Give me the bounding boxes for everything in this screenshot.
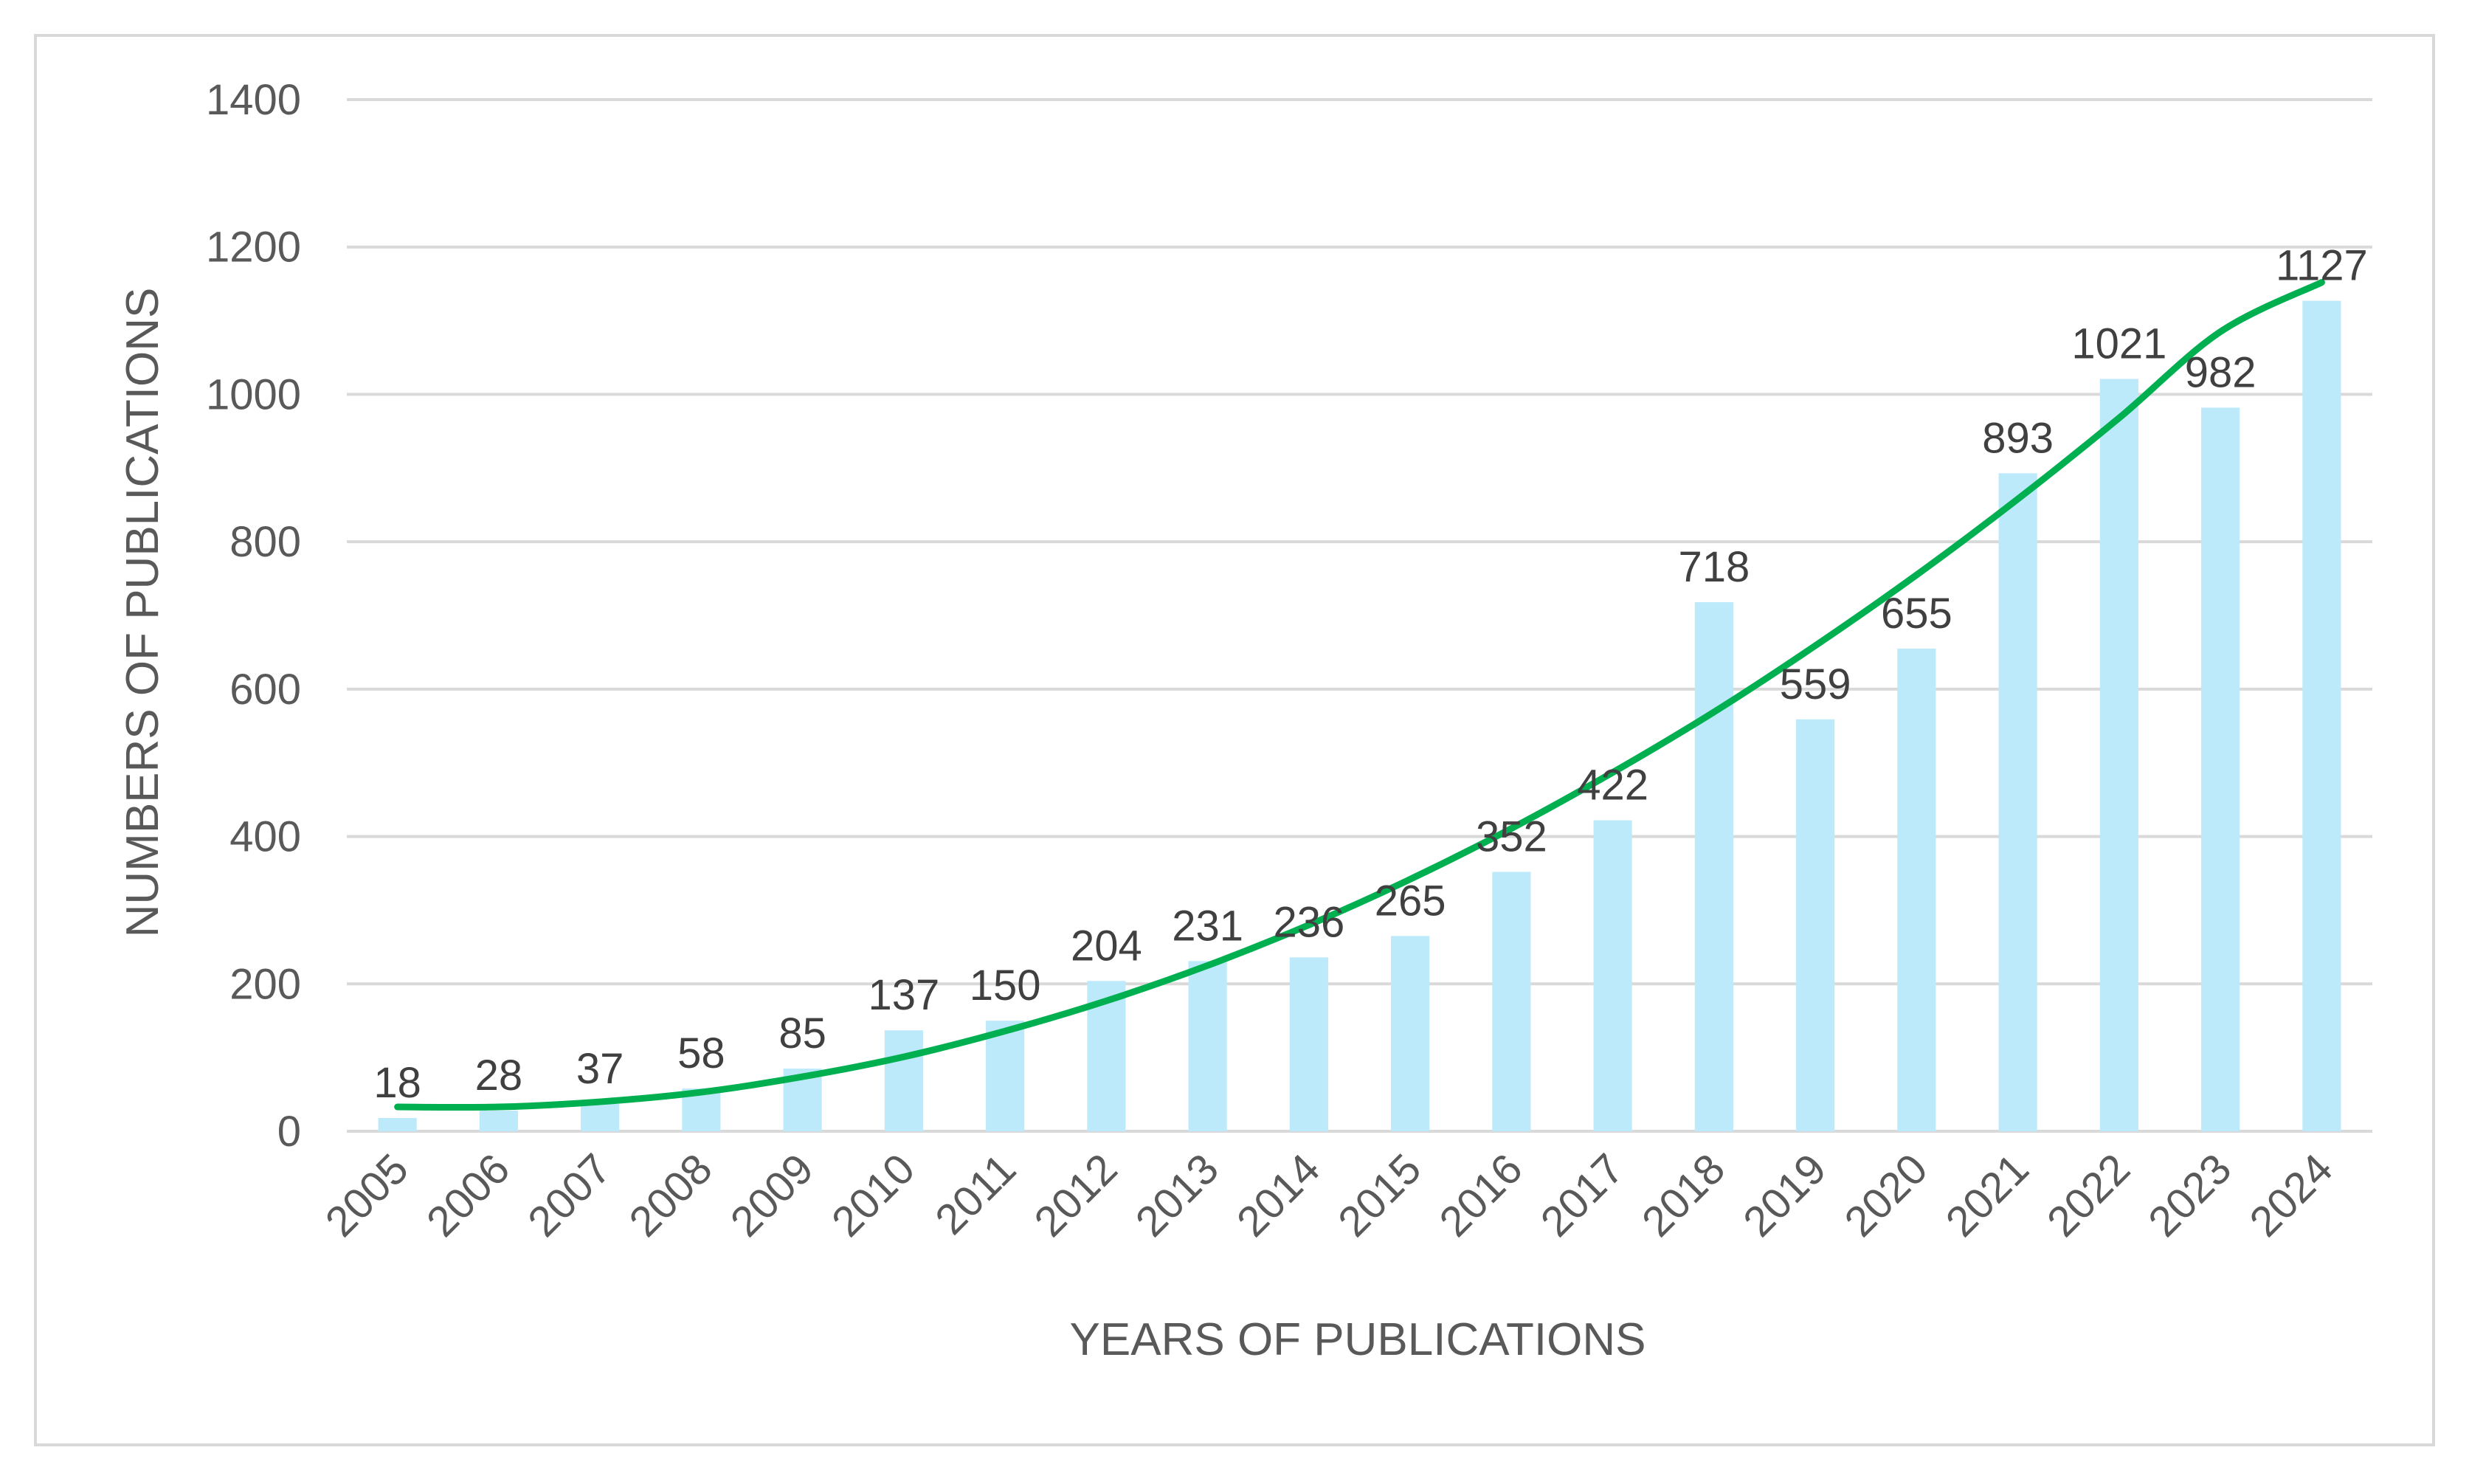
x-tick-label: 2016 [1430, 1145, 1531, 1246]
data-label-2005: 18 [373, 1059, 421, 1107]
x-axis-ticks: 2005 2006 2007 2008 2009 2010 2011 2012 2013 2014… [317, 1145, 2342, 1246]
data-label-2018: 718 [1678, 543, 1750, 591]
data-label-2016: 352 [1476, 813, 1547, 861]
x-tick-label: 2007 [519, 1145, 620, 1246]
x-tick-label: 2013 [1127, 1145, 1228, 1246]
data-label-2017: 422 [1577, 762, 1648, 810]
data-label-2014: 236 [1273, 898, 1344, 946]
x-tick-label: 2023 [2139, 1145, 2240, 1246]
bar-2007 [581, 1104, 620, 1131]
bar-2014 [1289, 957, 1328, 1131]
data-label-2021: 893 [1982, 414, 2054, 462]
data-label-2011: 150 [970, 962, 1041, 1010]
bar-2017 [1593, 820, 1632, 1131]
bar-2005 [378, 1118, 417, 1131]
x-tick-label: 2017 [1532, 1145, 1633, 1246]
x-tick-label: 2024 [2240, 1145, 2341, 1246]
data-label-2008: 58 [677, 1029, 725, 1077]
x-tick-label: 2006 [418, 1145, 519, 1246]
bar-2019 [1796, 719, 1835, 1131]
bar-2022 [2099, 379, 2138, 1131]
y-tick-label: 600 [229, 666, 301, 714]
bar-2020 [1897, 648, 1936, 1131]
data-label-2010: 137 [868, 971, 939, 1019]
y-axis-ticks: 0 200 400 600 800 1000 1200 1400 [206, 76, 301, 1156]
data-label-2024: 1127 [2276, 242, 2368, 290]
x-tick-label: 2009 [722, 1145, 823, 1246]
bar-2010 [884, 1030, 923, 1131]
data-label-2020: 655 [1881, 590, 1952, 638]
y-tick-label: 0 [277, 1108, 301, 1156]
data-label-2015: 265 [1375, 877, 1446, 925]
x-tick-label: 2018 [1633, 1145, 1734, 1246]
bar-2023 [2201, 407, 2240, 1131]
y-tick-label: 1200 [206, 224, 301, 272]
data-label-2013: 231 [1172, 902, 1243, 950]
y-tick-label: 400 [229, 813, 301, 861]
y-tick-label: 200 [229, 960, 301, 1008]
data-label-2006: 28 [475, 1052, 523, 1100]
x-tick-label: 2012 [1025, 1145, 1126, 1246]
x-tick-label: 2019 [1734, 1145, 1835, 1246]
data-label-2019: 559 [1780, 660, 1851, 708]
bar-2021 [1998, 473, 2037, 1131]
x-tick-label: 2008 [620, 1145, 721, 1246]
data-label-2023: 982 [2185, 348, 2256, 396]
x-tick-label: 2010 [823, 1145, 924, 1246]
x-axis-title: YEARS OF PUBLICATIONS [1070, 1314, 1646, 1365]
y-tick-label: 1400 [206, 76, 301, 124]
bar-2011 [986, 1021, 1025, 1131]
x-tick-label: 2014 [1228, 1145, 1329, 1246]
grid-lines [347, 98, 2372, 1133]
bar-2013 [1188, 961, 1227, 1131]
data-labels: 18 28 37 58 85 137 150 204 231 236 265 352 422 718 559… [373, 242, 2367, 1107]
bar-2015 [1391, 936, 1430, 1131]
data-label-2012: 204 [1071, 922, 1142, 970]
trendline-curve [394, 279, 2325, 1111]
x-tick-label: 2020 [1835, 1145, 1936, 1246]
y-axis-title: NUMBERS OF PUBLICATIONS [117, 288, 168, 938]
trendline [394, 279, 2325, 1111]
x-tick-label: 2021 [1937, 1145, 2038, 1246]
x-tick-label: 2011 [926, 1145, 1025, 1243]
data-label-2022: 1021 [2071, 320, 2166, 367]
bar-2006 [479, 1111, 518, 1131]
x-tick-label: 2005 [317, 1145, 418, 1246]
x-tick-label: 2015 [1329, 1145, 1430, 1246]
x-tick-label: 2022 [2038, 1145, 2139, 1246]
bar-2024 [2302, 300, 2341, 1131]
bars [378, 300, 2341, 1131]
y-tick-label: 800 [229, 518, 301, 566]
data-label-2009: 85 [778, 1010, 826, 1057]
bar-2018 [1694, 602, 1733, 1131]
data-label-2007: 37 [576, 1045, 624, 1093]
y-tick-label: 1000 [206, 370, 301, 418]
bar-2016 [1492, 872, 1531, 1131]
